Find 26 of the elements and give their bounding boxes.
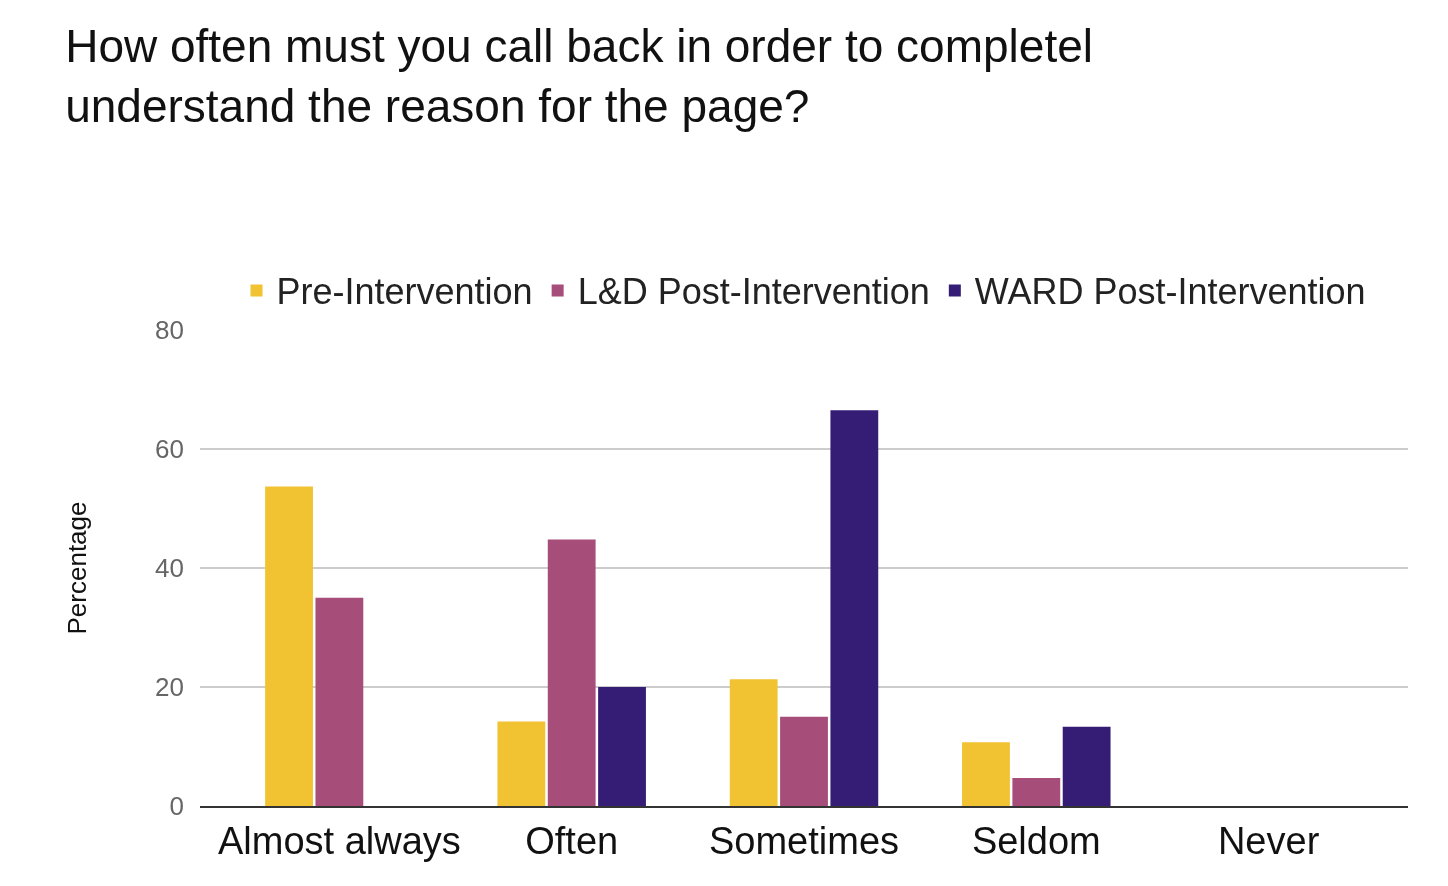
- y-axis-title: Percentage: [62, 501, 93, 635]
- bar: [1062, 726, 1111, 806]
- legend-label: Pre-Intervention: [276, 271, 533, 313]
- bar: [962, 742, 1010, 806]
- y-tick-label: 40: [155, 553, 184, 584]
- x-tick-label: Seldom: [971, 819, 1101, 862]
- x-tick-label: Often: [525, 819, 619, 862]
- legend-label: L&D Post-Intervention: [577, 271, 930, 313]
- bar: [729, 679, 778, 806]
- bar: [830, 410, 879, 806]
- x-tick-label: Sometimes: [708, 819, 900, 862]
- bar: [265, 486, 313, 806]
- bar: [780, 716, 828, 806]
- x-tick-label: Almost always: [217, 819, 461, 862]
- bar: [598, 687, 646, 806]
- x-tick-label: Never: [1217, 819, 1320, 862]
- y-tick-label: 20: [155, 672, 184, 703]
- bar: [547, 539, 596, 806]
- y-tick-label: 0: [169, 791, 184, 822]
- chart-title: How often must you call back in order to completel understand the reason for the page?: [65, 20, 1093, 132]
- bar: [497, 721, 546, 806]
- y-tick-label: 60: [155, 434, 184, 465]
- y-tick-label: 80: [155, 315, 184, 346]
- legend-label: WARD Post-Intervention: [974, 271, 1366, 313]
- bar: [315, 597, 364, 806]
- bar: [1012, 778, 1061, 806]
